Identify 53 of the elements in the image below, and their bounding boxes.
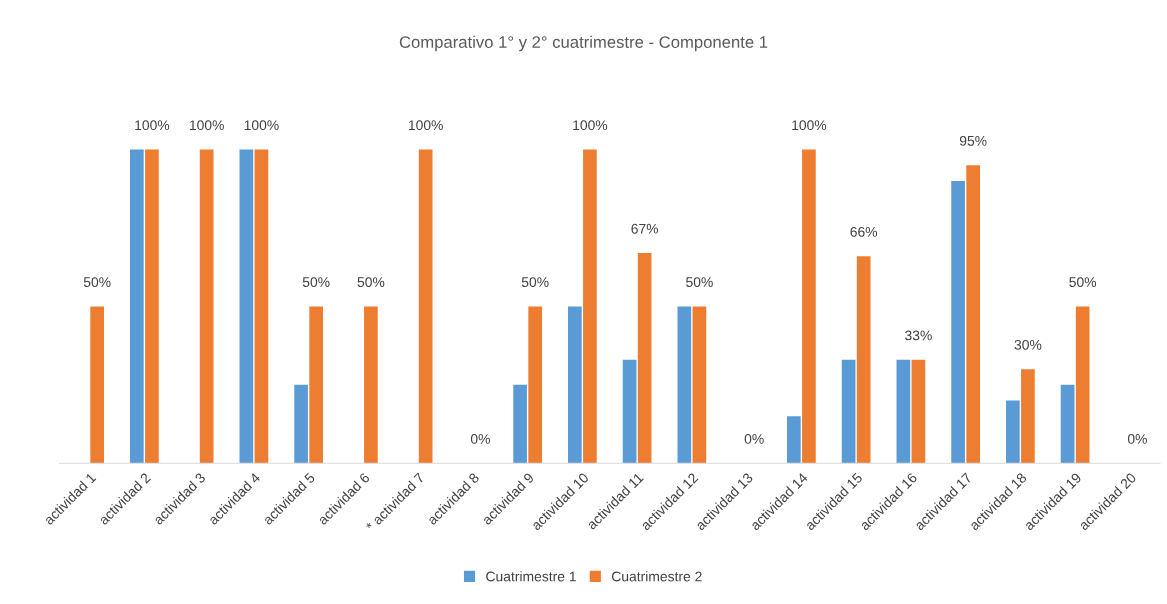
bar xyxy=(239,149,254,464)
bar xyxy=(951,180,965,464)
bar xyxy=(637,253,652,464)
bar xyxy=(513,384,527,464)
data-label: 100% xyxy=(792,120,827,131)
data-label: 0% xyxy=(744,434,764,444)
data-label: 95% xyxy=(959,135,987,146)
legend-label: Cuatrimestre 2 xyxy=(611,571,702,582)
data-label: 50% xyxy=(302,277,330,287)
bar xyxy=(1060,384,1075,464)
bar xyxy=(294,384,308,464)
chart-title: Comparativo 1° y 2° cuatrimestre - Componente 1 xyxy=(399,35,768,52)
bar xyxy=(677,306,692,464)
data-label: 100% xyxy=(189,120,224,131)
data-label: 100% xyxy=(135,120,170,131)
data-label: 50% xyxy=(686,277,713,287)
data-label: 50% xyxy=(83,277,111,287)
bar xyxy=(1075,306,1090,464)
bar xyxy=(254,149,269,464)
legend-label: Cuatrimestre 1 xyxy=(486,571,576,582)
bar xyxy=(1006,400,1020,464)
data-label: 50% xyxy=(357,277,385,287)
data-label: 0% xyxy=(470,434,490,444)
bar xyxy=(787,416,801,464)
bar xyxy=(856,256,871,464)
data-label: 50% xyxy=(1069,277,1097,287)
bar xyxy=(364,306,378,464)
bar xyxy=(583,149,597,464)
bar xyxy=(309,306,323,464)
bar xyxy=(90,306,104,464)
bar xyxy=(130,149,144,464)
data-label: 100% xyxy=(408,120,443,131)
data-label: 50% xyxy=(521,277,549,287)
data-label: 100% xyxy=(573,120,608,131)
bar xyxy=(199,149,214,464)
bar xyxy=(896,359,911,464)
bar xyxy=(1021,369,1035,464)
data-label: 0% xyxy=(1127,434,1147,444)
bar xyxy=(802,149,816,464)
bar xyxy=(528,306,542,464)
data-label: 100% xyxy=(244,120,279,131)
data-label: 33% xyxy=(905,330,932,341)
bar xyxy=(911,359,926,464)
bar xyxy=(622,359,637,464)
bar xyxy=(841,359,856,464)
bar xyxy=(692,306,707,464)
bar xyxy=(145,149,159,464)
data-label: 67% xyxy=(631,223,659,234)
bar xyxy=(966,165,981,464)
data-label: 30% xyxy=(1014,339,1042,350)
data-label: 66% xyxy=(850,226,878,237)
bar xyxy=(418,149,433,464)
bar xyxy=(568,306,582,464)
